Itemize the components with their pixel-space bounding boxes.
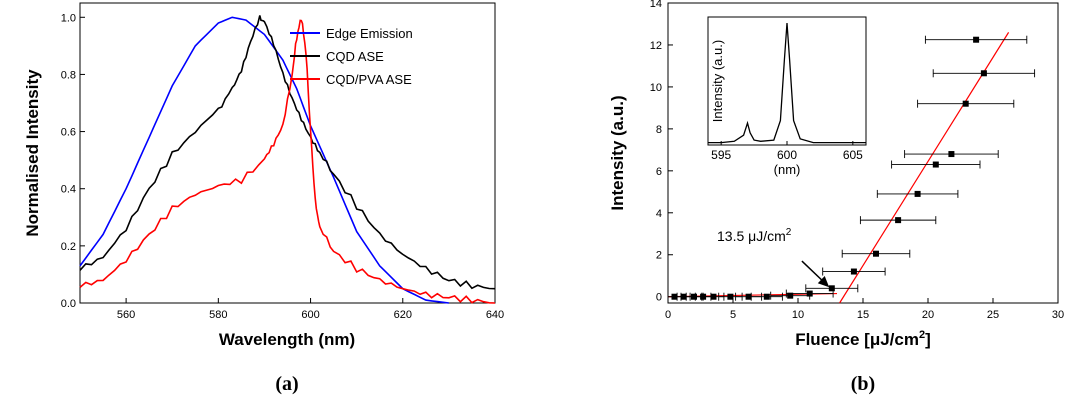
chart-a-ytick-label: 0.4 — [61, 184, 76, 196]
chart-b-point — [948, 151, 955, 158]
chart-b-point — [727, 293, 734, 300]
chart-b-point — [962, 100, 969, 107]
chart-b-fit-line — [839, 32, 1010, 304]
chart-b-panel-label: (b) — [851, 373, 875, 395]
chart-b-inset-xlabel: (nm) — [774, 162, 801, 177]
chart-b-ytick-label: 12 — [650, 40, 662, 52]
chart-b-ylabel: Intensity (a.u.) — [608, 95, 627, 210]
chart-a-xtick-label: 640 — [486, 309, 504, 321]
chart-a-frame — [79, 2, 496, 304]
chart-b-ytick-label: 0 — [656, 292, 662, 304]
chart-b-point — [850, 268, 857, 275]
chart-a-series-line — [79, 19, 496, 304]
chart-b-point — [873, 250, 879, 257]
chart-b-inset-xtick-label: 605 — [843, 148, 863, 162]
chart-b-point — [828, 285, 835, 292]
chart-b-inset-ylabel: Intensity (a.u.) — [710, 40, 725, 122]
chart-b-xtick-label: 25 — [987, 309, 999, 321]
chart-b-point — [914, 190, 921, 197]
chart-a-ytick-label: 0.8 — [61, 69, 76, 81]
chart-b-ytick-label: 10 — [650, 82, 662, 94]
chart-b-point — [932, 161, 939, 168]
chart-a-legend-label: CQD ASE — [326, 49, 384, 64]
chart-a-ytick-label: 0.0 — [61, 298, 76, 310]
chart-a-series-line — [79, 16, 449, 304]
chart-b-xtick-label: 10 — [792, 309, 804, 321]
chart-a-ylabel: Normalised Intensity — [23, 69, 42, 237]
chart-b-annotation-arrowhead — [817, 276, 830, 288]
chart-a-ytick-label: 1.0 — [61, 12, 76, 24]
chart-b-point — [980, 70, 987, 77]
chart-a-panel-label: (a) — [275, 373, 298, 395]
chart-b: 0 5 10 15 20 25 30 0 2 4 6 8 10 12 14 13.5 μJ/cm2 595… — [608, 0, 1064, 395]
chart-a-ytick-label: 0.2 — [61, 241, 76, 253]
chart-a-legend-label: CQD/PVA ASE — [326, 72, 412, 87]
chart-a: 560 580 600 620 640 0.0 0.2 0.4 0.6 0.8 1.0 Edge … — [23, 2, 504, 395]
chart-b-point — [763, 293, 770, 300]
chart-b-xtick-label: 0 — [665, 309, 671, 321]
chart-b-point — [806, 290, 813, 297]
chart-a-xtick-label: 620 — [394, 309, 412, 321]
chart-a-series-line — [79, 15, 496, 290]
chart-a-xtick-label: 580 — [209, 309, 227, 321]
chart-b-xtick-label: 15 — [857, 309, 869, 321]
chart-b-xtick-label: 30 — [1052, 309, 1064, 321]
chart-b-xtick-label: 20 — [922, 309, 934, 321]
chart-b-inset-xtick-label: 600 — [777, 148, 797, 162]
chart-b-xlabel: Fluence [μJ/cm2] — [795, 329, 931, 349]
chart-a-legend-label: Edge Emission — [326, 26, 413, 41]
chart-b-inset-xtick-label: 595 — [711, 148, 731, 162]
chart-b-point — [671, 293, 678, 300]
chart-b-point — [787, 292, 794, 299]
chart-a-ytick-label: 0.6 — [61, 127, 76, 139]
chart-b-inset-frame — [707, 16, 867, 146]
chart-b-point — [691, 293, 697, 300]
chart-b-point — [745, 293, 752, 300]
chart-b-ytick-label: 8 — [656, 124, 662, 136]
chart-b-point — [895, 217, 902, 224]
chart-b-point — [710, 293, 717, 300]
chart-b-point — [680, 293, 687, 300]
chart-b-annotation: 13.5 μJ/cm2 — [717, 227, 792, 244]
chart-a-xtick-label: 600 — [301, 309, 319, 321]
chart-b-ytick-label: 14 — [650, 0, 662, 10]
chart-b-ytick-label: 6 — [656, 166, 662, 178]
chart-a-xtick-label: 560 — [117, 309, 135, 321]
chart-b-point — [973, 36, 980, 43]
chart-a-xlabel: Wavelength (nm) — [219, 330, 355, 349]
chart-b-ytick-label: 4 — [656, 208, 662, 220]
chart-b-xtick-label: 5 — [730, 309, 736, 321]
chart-b-ytick-label: 2 — [656, 250, 662, 262]
chart-b-inset-line — [708, 23, 866, 144]
